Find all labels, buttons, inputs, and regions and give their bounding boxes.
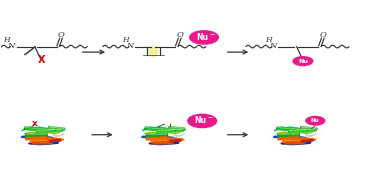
Polygon shape <box>285 141 305 144</box>
Polygon shape <box>288 129 315 132</box>
Text: O: O <box>57 31 65 39</box>
Polygon shape <box>48 127 65 130</box>
Text: −: − <box>208 114 213 120</box>
Polygon shape <box>24 127 56 132</box>
Polygon shape <box>278 137 302 140</box>
Text: Nu: Nu <box>196 33 208 42</box>
Polygon shape <box>26 134 47 136</box>
Circle shape <box>292 56 313 66</box>
Polygon shape <box>168 127 186 130</box>
Polygon shape <box>167 138 184 141</box>
Text: Nu: Nu <box>298 59 308 64</box>
Text: X: X <box>33 121 38 127</box>
Circle shape <box>305 116 325 126</box>
Text: O: O <box>319 31 326 39</box>
Text: N: N <box>270 42 277 50</box>
Text: H: H <box>122 36 129 44</box>
Polygon shape <box>36 129 63 132</box>
Circle shape <box>189 30 219 45</box>
Polygon shape <box>157 129 183 132</box>
Polygon shape <box>26 137 50 140</box>
Polygon shape <box>47 138 64 141</box>
Text: O: O <box>176 31 183 39</box>
Polygon shape <box>300 127 317 130</box>
Text: Nu: Nu <box>311 118 320 123</box>
Circle shape <box>187 114 217 128</box>
Polygon shape <box>278 134 299 136</box>
Polygon shape <box>153 141 174 144</box>
Polygon shape <box>49 139 61 142</box>
Text: X: X <box>38 55 45 65</box>
Polygon shape <box>302 139 313 142</box>
Text: N: N <box>8 42 15 50</box>
Text: −: − <box>209 31 215 36</box>
Text: N: N <box>126 42 134 50</box>
Text: Nu: Nu <box>194 117 206 125</box>
Polygon shape <box>146 134 168 136</box>
Polygon shape <box>145 127 176 132</box>
Polygon shape <box>170 139 182 142</box>
Text: H: H <box>265 36 272 44</box>
Polygon shape <box>276 127 308 132</box>
Polygon shape <box>33 141 53 144</box>
Ellipse shape <box>164 124 167 127</box>
Polygon shape <box>151 139 172 142</box>
Polygon shape <box>299 138 316 141</box>
Text: H: H <box>3 36 10 44</box>
Polygon shape <box>30 139 52 142</box>
Polygon shape <box>146 137 170 140</box>
Ellipse shape <box>149 45 158 58</box>
Polygon shape <box>283 139 304 142</box>
